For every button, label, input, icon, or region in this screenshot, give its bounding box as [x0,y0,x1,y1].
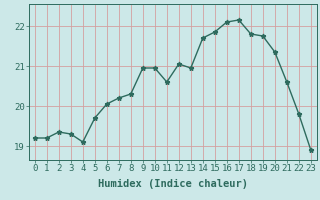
X-axis label: Humidex (Indice chaleur): Humidex (Indice chaleur) [98,179,248,189]
